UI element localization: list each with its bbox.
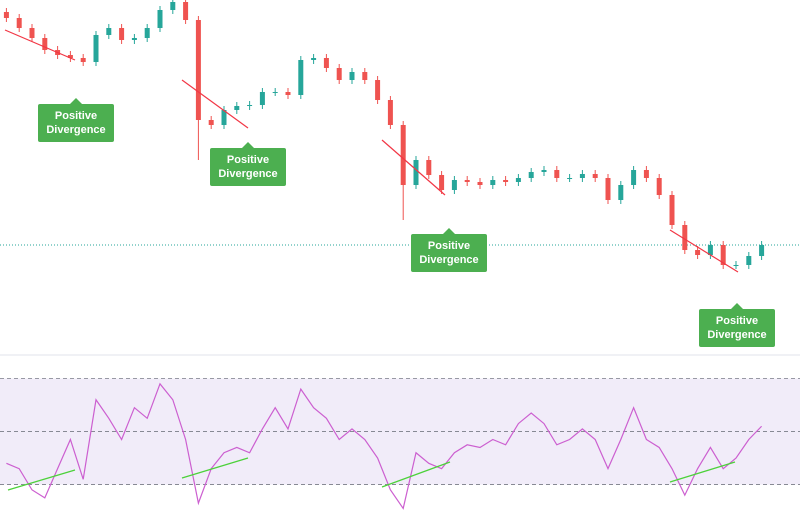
candle-body [733,265,739,266]
candle-body [208,120,214,125]
candle-body [131,38,137,40]
candle-body [362,72,368,80]
candle-body [336,68,342,80]
divergence-label: Positive Divergence [210,142,286,186]
price-pane [0,0,800,269]
candle-body [298,60,304,95]
candle-body [592,174,598,178]
candle-body [605,178,611,200]
divergence-line [181,79,249,129]
candle-body [618,185,624,200]
candle-body [400,125,406,185]
candle-body [707,245,713,255]
candle-body [682,225,688,250]
candle-body [579,174,585,178]
rsi-line [6,382,763,510]
candle-body [451,180,457,190]
price-divergence-lines [4,29,739,273]
candle-body [16,18,22,28]
divergence-label: Positive Divergence [411,228,487,272]
candle-body [477,182,483,185]
divergence-line [181,457,249,479]
candle-body [3,12,9,18]
candle-body [643,170,649,178]
candle-body [259,92,265,105]
candle-body [195,20,201,120]
candle-body [503,180,509,182]
candle-body [157,10,163,28]
candle-body [170,2,176,10]
candle-body [656,178,662,195]
candle-body [183,2,189,20]
candle-body [567,178,573,179]
divergence-line [669,461,736,483]
candle-body [464,180,470,182]
candle-body [426,160,432,175]
candle-body [29,28,35,38]
candle-body [413,160,419,185]
candle-body [669,195,675,225]
candle-body [554,170,560,178]
divergence-line [4,29,76,61]
candle-body [375,80,381,100]
candle-body [144,28,150,38]
candle-body [759,245,765,256]
candle-body [720,245,726,265]
candle-body [528,172,534,178]
candle-body [631,170,637,185]
candle-body [387,100,393,125]
candle-body [272,92,278,93]
candle-body [323,58,329,68]
candle-body [247,105,253,106]
rsi-divergence-lines [7,457,736,491]
candle-body [490,180,496,185]
candle-body [515,178,521,182]
candle-body [93,35,99,62]
divergence-label: Positive Divergence [699,303,775,347]
candle-body [541,170,547,172]
candle-body [67,55,73,58]
candle-body [311,58,317,60]
candle-body [106,28,112,35]
candle-body [80,58,86,62]
rsi-pane [0,378,800,510]
candle-body [234,106,240,110]
candle-body [746,256,752,265]
candle-body [695,250,701,255]
divergence-line [381,139,446,196]
divergence-label: Positive Divergence [38,98,114,142]
candle-body [285,92,291,95]
candle-body [439,175,445,190]
candle-body [221,110,227,125]
candle-body [42,38,48,50]
divergence-line [381,461,451,488]
divergence-line [7,469,76,491]
candle-body [349,72,355,80]
candle-body [119,28,125,40]
divergence-line [669,229,739,273]
